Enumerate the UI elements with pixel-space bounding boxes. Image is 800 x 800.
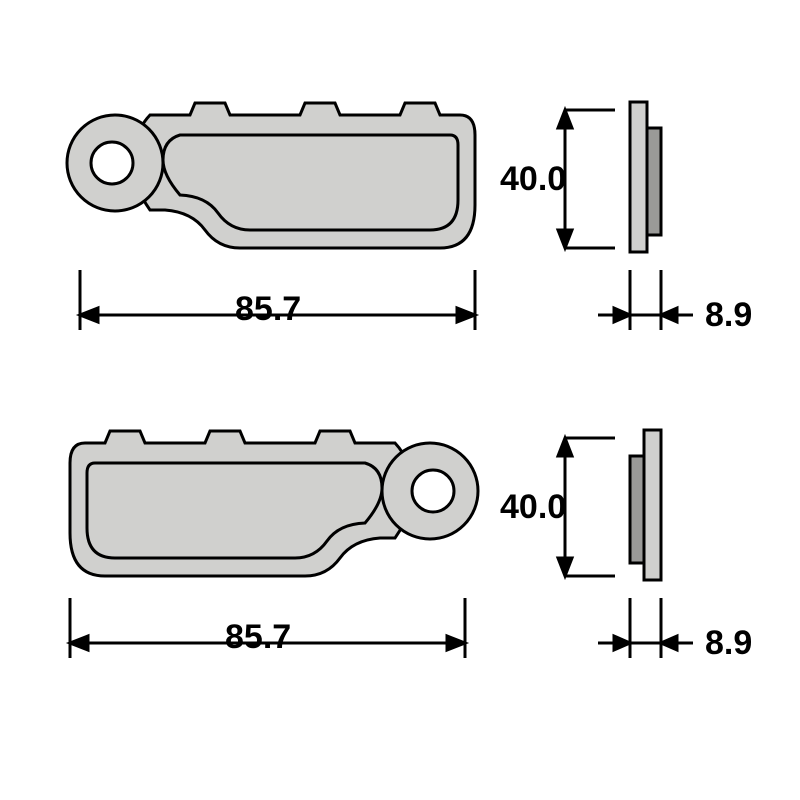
- dim-bottom-height: [558, 438, 615, 576]
- label-bottom-width: 85.7: [225, 618, 291, 657]
- label-top-height: 40.0: [500, 160, 566, 199]
- label-top-width: 85.7: [235, 290, 301, 329]
- pad-top-face: [67, 103, 475, 248]
- dim-bottom-thickness: [598, 598, 693, 658]
- label-top-thickness: 8.9: [705, 296, 752, 335]
- pad-bottom-face: [70, 431, 478, 576]
- dim-top-height: [558, 110, 615, 248]
- pad-bottom-side: [630, 430, 661, 580]
- brake-pad-diagram: [0, 0, 800, 800]
- label-bottom-height: 40.0: [500, 488, 566, 527]
- dim-top-thickness: [598, 270, 693, 330]
- pad-top-side: [630, 102, 661, 252]
- label-bottom-thickness: 8.9: [705, 624, 752, 663]
